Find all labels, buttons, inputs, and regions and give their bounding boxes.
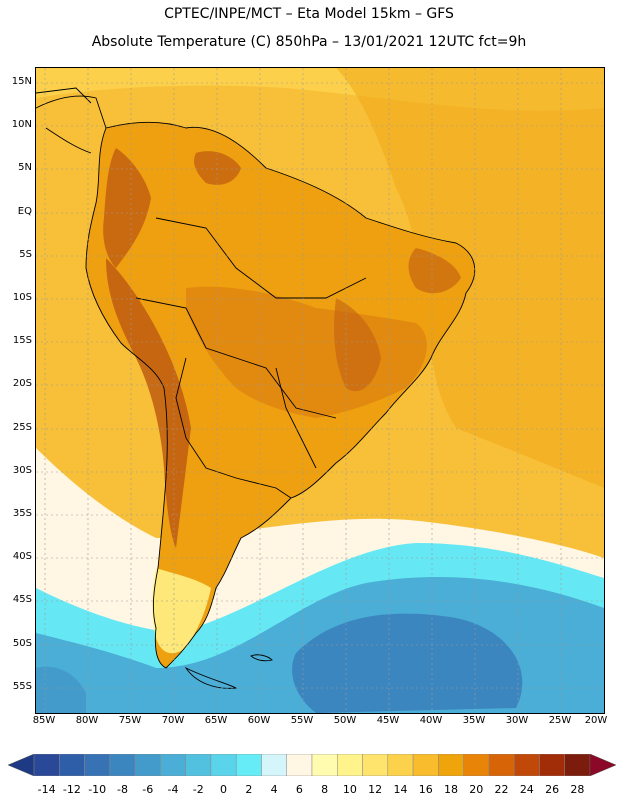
colorbar-swatch	[488, 754, 515, 776]
colorbar-swatch	[134, 754, 161, 776]
colorbar-swatch	[261, 754, 287, 776]
lat-label-55s: 55S	[12, 681, 32, 692]
lon-label-55w: 55W	[290, 715, 314, 726]
lat-label-5n: 5N	[18, 162, 32, 173]
coastline-overlay	[36, 87, 476, 689]
colorbar-swatch	[286, 754, 313, 776]
colorbar-label: 6	[295, 783, 303, 796]
title-line-1: CPTEC/INPE/MCT – Eta Model 15km – GFS	[164, 6, 454, 22]
lon-label-65w: 65W	[204, 715, 228, 726]
colorbar-label: 14	[393, 783, 408, 796]
lon-label-20w: 20W	[584, 715, 608, 726]
patagonia-cool	[152, 568, 211, 654]
lon-label-35w: 35W	[462, 715, 486, 726]
colorbar-swatch	[387, 754, 414, 776]
colorbar-label: 22	[494, 783, 509, 796]
colorbar-swatch	[109, 754, 136, 776]
map-canvas	[36, 68, 604, 713]
lon-label-75w: 75W	[118, 715, 142, 726]
temperature-map	[35, 67, 605, 714]
colorbar-label: -10	[88, 783, 107, 796]
lat-label-15n: 15N	[11, 76, 32, 87]
lat-label-10n: 10N	[11, 119, 32, 130]
colorbar-label: 20	[469, 783, 484, 796]
lon-label-80w: 80W	[75, 715, 99, 726]
lon-label-30w: 30W	[505, 715, 529, 726]
lat-label-45s: 45S	[12, 594, 32, 605]
colorbar-swatch	[463, 754, 490, 776]
lat-label-eq: EQ	[17, 206, 32, 217]
title-line-2: Absolute Temperature (C) 850hPa – 13/01/…	[91, 34, 527, 50]
colorbar-label: 10	[342, 783, 357, 796]
lat-label-5s: 5S	[19, 249, 32, 260]
colorbar-swatch	[362, 754, 389, 776]
colorbar-label: -6	[142, 783, 154, 796]
colorbar-label: -4	[167, 783, 179, 796]
lat-label-15s: 15S	[12, 335, 32, 346]
temperature-colorbar	[8, 754, 616, 776]
colorbar-swatch	[185, 754, 212, 776]
lat-label-25s: 25S	[12, 422, 32, 433]
lat-label-40s: 40S	[12, 551, 32, 562]
colorbar-swatch	[337, 754, 363, 776]
colorbar-swatch	[311, 754, 338, 776]
lat-label-10s: 10S	[12, 292, 32, 303]
lon-label-25w: 25W	[548, 715, 572, 726]
colorbar-label: 24	[519, 783, 534, 796]
lat-label-35s: 35S	[12, 508, 32, 519]
lon-label-50w: 50W	[333, 715, 357, 726]
land-hot-venezuela	[194, 151, 241, 185]
colorbar-label: 18	[444, 783, 458, 796]
land-hot-southeast	[334, 298, 381, 392]
colder-blue-zone	[292, 613, 523, 713]
colorbar-swatch	[210, 754, 237, 776]
colorbar-label: -8	[116, 783, 128, 796]
colder-blue-west	[36, 666, 86, 713]
land-hot-northeast	[408, 248, 461, 294]
lon-label-45w: 45W	[376, 715, 400, 726]
colorbar-label: 16	[418, 783, 433, 796]
colorbar-swatch	[564, 754, 591, 776]
colorbar-label: 12	[368, 783, 383, 796]
lon-label-85w: 85W	[32, 715, 56, 726]
land-hot-andes-north	[103, 148, 151, 268]
colorbar-swatch	[235, 754, 262, 776]
lon-label-60w: 60W	[247, 715, 271, 726]
colorbar-label: 2	[245, 783, 253, 796]
colorbar-label: -14	[37, 783, 56, 796]
colorbar-swatch	[59, 754, 85, 776]
colorbar-label: 26	[545, 783, 560, 796]
lon-label-40w: 40W	[419, 715, 443, 726]
land-hot-andes-central	[106, 258, 191, 548]
colorbar-label: 4	[270, 783, 278, 796]
colorbar-swatch	[33, 754, 60, 776]
colorbar-swatch	[160, 754, 186, 776]
colorbar-label: 28	[570, 783, 585, 796]
lat-label-20s: 20S	[12, 378, 32, 389]
colorbar-low-arrow	[8, 754, 35, 776]
colorbar-swatch	[539, 754, 565, 776]
colorbar-swatch	[412, 754, 439, 776]
colorbar-swatch	[513, 754, 540, 776]
colorbar-label: 8	[321, 783, 329, 796]
lon-label-70w: 70W	[161, 715, 185, 726]
lat-label-50s: 50S	[12, 638, 32, 649]
colorbar-swatch	[84, 754, 111, 776]
colorbar-swatch	[438, 754, 464, 776]
colorbar-label: 0	[220, 783, 228, 796]
colorbar-label: -12	[62, 783, 81, 796]
colorbar-label: -2	[192, 783, 204, 796]
colorbar-high-arrow	[589, 754, 616, 776]
lat-label-30s: 30S	[12, 465, 32, 476]
